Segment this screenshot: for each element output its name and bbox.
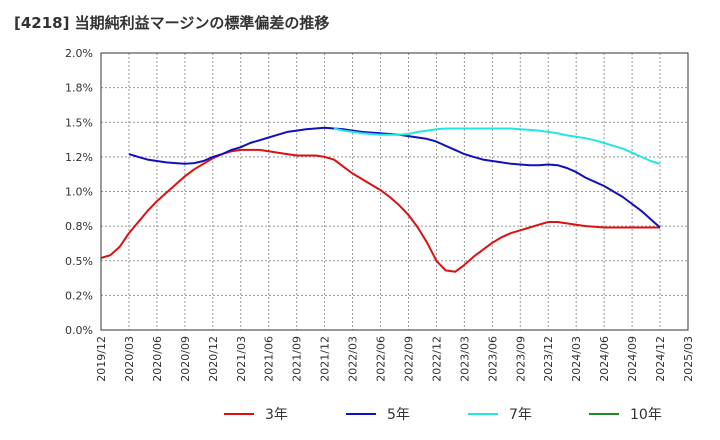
legend-label-4: 10年 [630, 407, 662, 423]
x-tick-label: 2022/09 [402, 336, 415, 382]
x-tick-label: 2024/12 [654, 336, 667, 382]
x-tick-label: 2021/03 [235, 336, 248, 382]
x-tick-label: 2021/09 [291, 336, 304, 382]
series-line-1 [100, 148, 660, 273]
x-tick-label: 2022/06 [375, 336, 388, 382]
x-tick-label: 2024/06 [598, 336, 611, 382]
y-tick-label: 1.2% [65, 151, 93, 164]
series-layer [100, 126, 661, 273]
x-tick-label: 2021/12 [319, 336, 332, 382]
legend-label-2: 5年 [387, 407, 410, 423]
x-tick-label: 2023/03 [458, 336, 471, 382]
x-tick-label: 2021/06 [263, 336, 276, 382]
x-tick-label: 2019/12 [95, 336, 108, 382]
x-tick-label: 2025/03 [682, 336, 695, 382]
x-tick-label: 2020/03 [123, 336, 136, 382]
x-tick-label: 2020/12 [207, 336, 220, 382]
y-tick-label: 1.0% [65, 186, 93, 199]
series-line-2 [128, 126, 661, 229]
x-tick-label: 2023/09 [514, 336, 527, 382]
x-tick-label: 2024/03 [570, 336, 583, 382]
legend-label-3: 7年 [509, 407, 532, 423]
grid-layer [101, 53, 688, 330]
x-tick-label: 2024/09 [626, 336, 639, 382]
y-tick-label: 0.5% [65, 255, 93, 268]
y-tick-label: 0.8% [65, 220, 93, 233]
x-tick-label: 2020/06 [151, 336, 164, 382]
legend: 3年 5年 7年 10年 [224, 407, 662, 423]
y-tick-label: 1.5% [65, 116, 93, 129]
x-tick-label: 2023/12 [542, 336, 555, 382]
x-tick-label: 2020/09 [179, 336, 192, 382]
series-line-3 [333, 127, 661, 165]
x-tick-label: 2022/12 [430, 336, 443, 382]
plot-frame [100, 52, 689, 331]
y-tick-label: 0.2% [65, 289, 93, 302]
x-axis: 2019/12 2020/03 2020/06 2020/09 2020/12 2021/… [95, 336, 695, 382]
x-tick-label: 2022/03 [347, 336, 360, 382]
chart-title: [4218] 当期純利益マージンの標準偏差の推移 [14, 14, 330, 32]
x-tick-label: 2023/06 [486, 336, 499, 382]
y-tick-label: 0.0% [65, 324, 93, 337]
y-axis: 0.0% 0.2% 0.5% 0.8% 1.0% 1.2% 1.5% 1.8% 2.0% [65, 47, 93, 337]
legend-label-1: 3年 [265, 407, 288, 423]
y-tick-label: 1.8% [65, 82, 93, 95]
y-tick-label: 2.0% [65, 47, 93, 60]
